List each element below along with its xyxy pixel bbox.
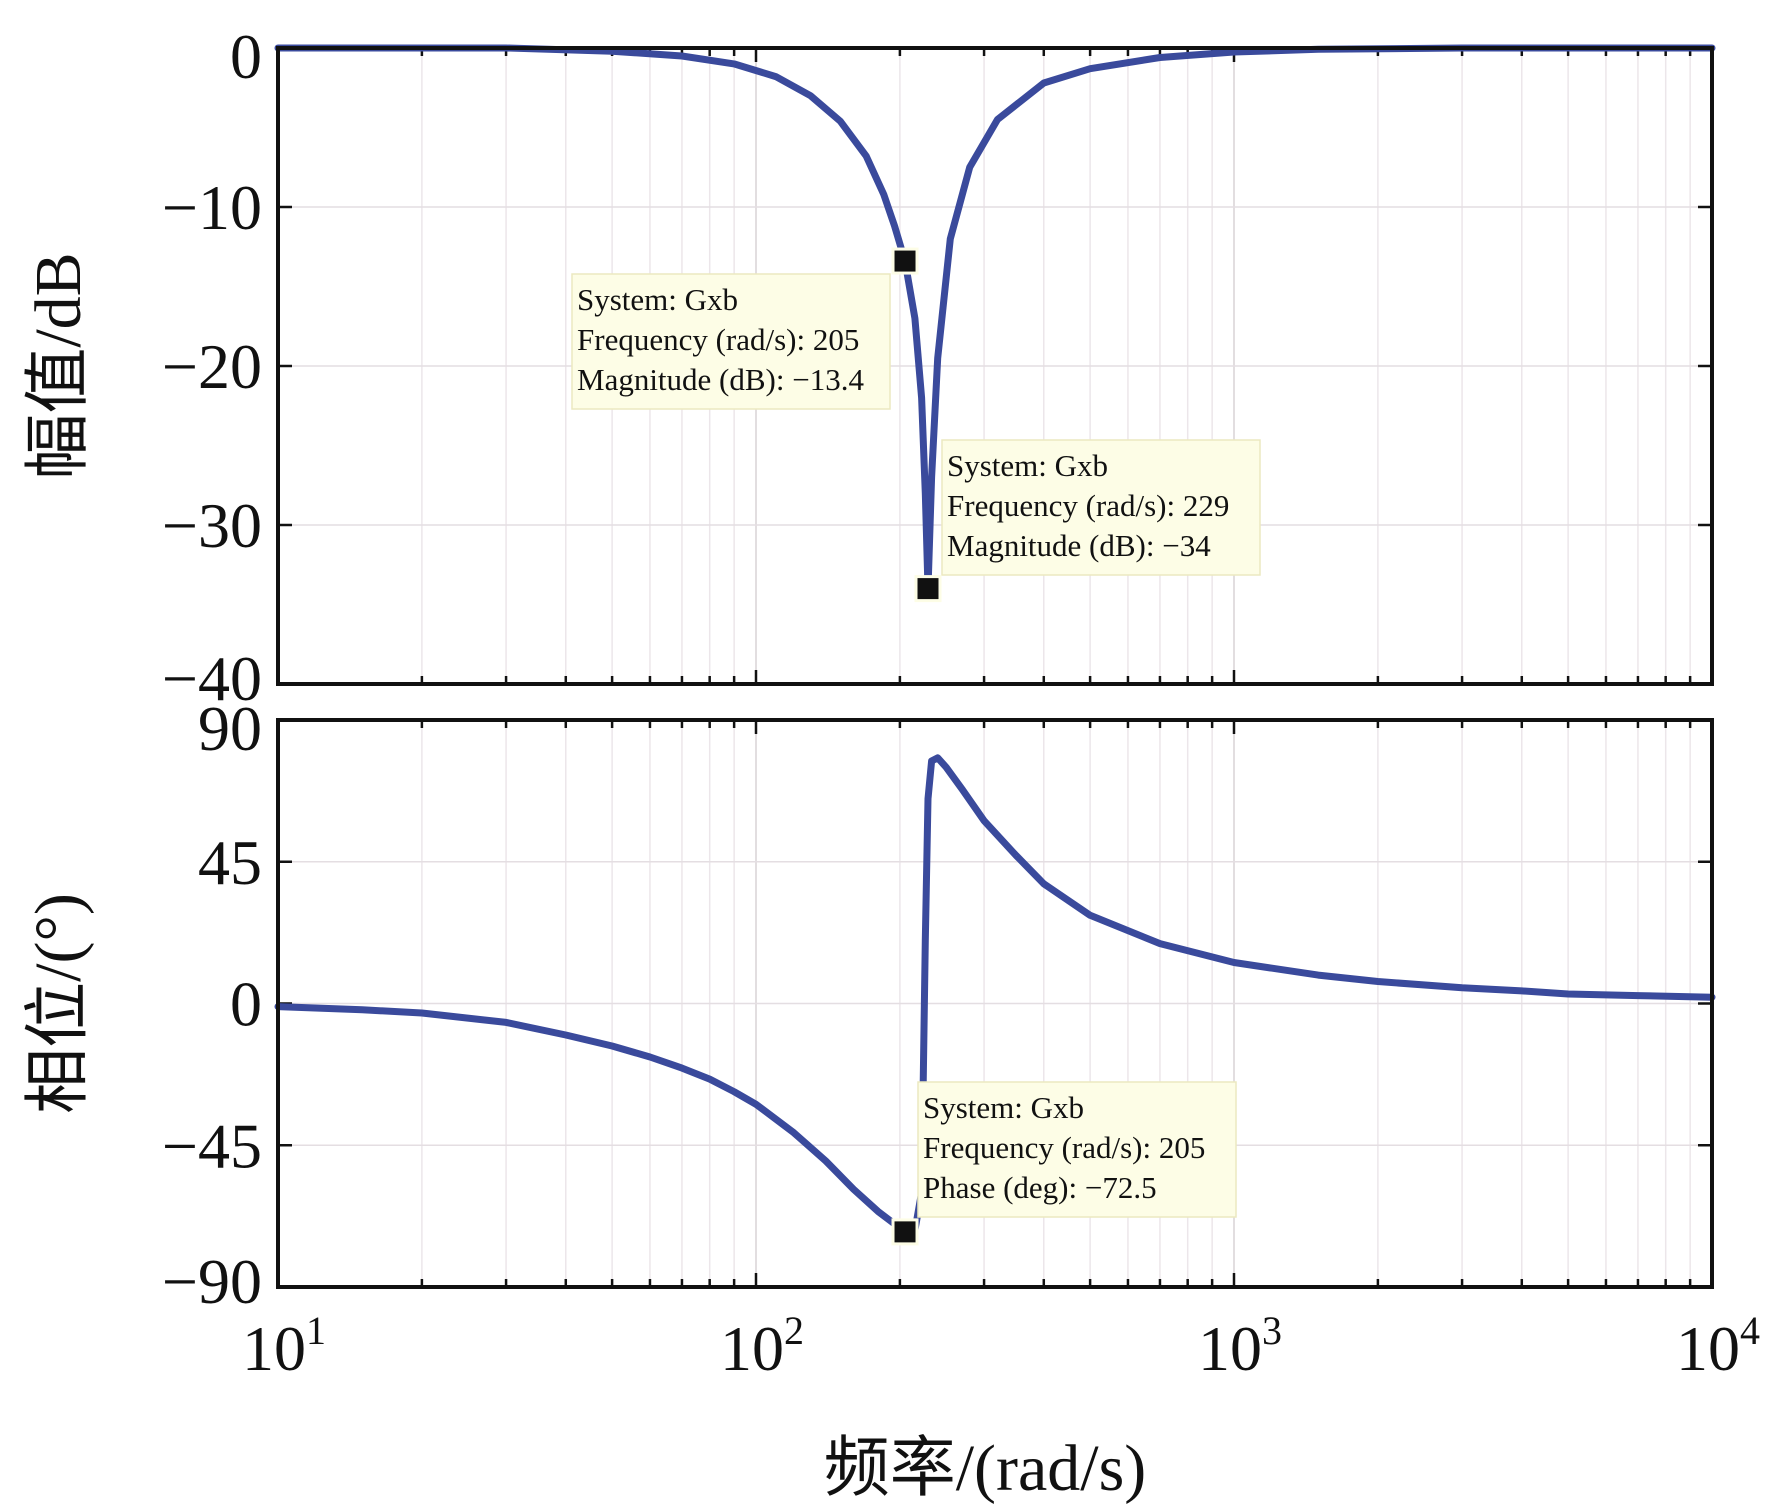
axes-frame xyxy=(276,718,1714,1289)
x-tick-label: 101 xyxy=(242,1308,326,1384)
datatip: System: Gxb Frequency (rad/s): 205 Phase (… xyxy=(891,1081,1237,1246)
series-line xyxy=(274,754,1716,1236)
shared-x-axis: 101 102 103 104 频率/(rad/s) xyxy=(242,1308,1760,1505)
y-tick-label: 90 xyxy=(198,693,262,764)
datatip-text: Magnitude (dB): −34 xyxy=(947,528,1211,563)
y-tick-label: 0 xyxy=(230,969,262,1040)
y-axis-title: 相位/(°) xyxy=(22,893,95,1114)
x-tick-label: 102 xyxy=(720,1308,804,1384)
datatip-text: Phase (deg): −72.5 xyxy=(923,1170,1157,1205)
datatip-marker xyxy=(891,247,919,275)
datatip-text: System: Gxb xyxy=(577,282,738,317)
y-tick-label: −30 xyxy=(162,490,262,561)
axes-frame xyxy=(276,46,1714,686)
y-tick-label: −40 xyxy=(162,643,262,714)
datatip-marker xyxy=(891,1218,919,1246)
datatip: System: Gxb Frequency (rad/s): 205 Magnitu… xyxy=(571,247,919,410)
x-axis-title: 频率/(rad/s) xyxy=(824,1432,1147,1505)
datatip-box xyxy=(941,439,1261,576)
datatip-text: Frequency (rad/s): 205 xyxy=(577,322,859,357)
datatip-box xyxy=(917,1081,1237,1218)
y-axis-title: 幅值/dB xyxy=(22,252,95,479)
datatip-text: Magnitude (dB): −13.4 xyxy=(577,362,864,397)
x-tick-label: 103 xyxy=(1198,1308,1282,1384)
y-tick-label: −20 xyxy=(162,331,262,402)
phase-plot: 90 45 0 −45 −90 System: Gxb Frequency (rad/s):… xyxy=(22,693,1716,1317)
datatip-text: System: Gxb xyxy=(923,1090,1084,1125)
series-line xyxy=(274,44,1716,593)
y-tick-label: −45 xyxy=(162,1110,262,1181)
datatip-text: Frequency (rad/s): 229 xyxy=(947,488,1229,523)
y-tick-label: 0 xyxy=(230,21,262,92)
x-tick-label: 104 xyxy=(1676,1308,1760,1384)
datatip-text: Frequency (rad/s): 205 xyxy=(923,1130,1205,1165)
magnitude-plot: 0 −10 −20 −30 −40 System: Gxb Frequency (rad/s… xyxy=(22,21,1716,714)
y-tick-label: −90 xyxy=(162,1246,262,1317)
datatip-box xyxy=(571,273,891,410)
y-tick-label: 45 xyxy=(198,827,262,898)
datatip: System: Gxb Frequency (rad/s): 229 Magnitu… xyxy=(914,439,1261,603)
datatip-text: System: Gxb xyxy=(947,448,1108,483)
datatip-marker xyxy=(914,575,942,603)
y-tick-label: −10 xyxy=(162,172,262,243)
